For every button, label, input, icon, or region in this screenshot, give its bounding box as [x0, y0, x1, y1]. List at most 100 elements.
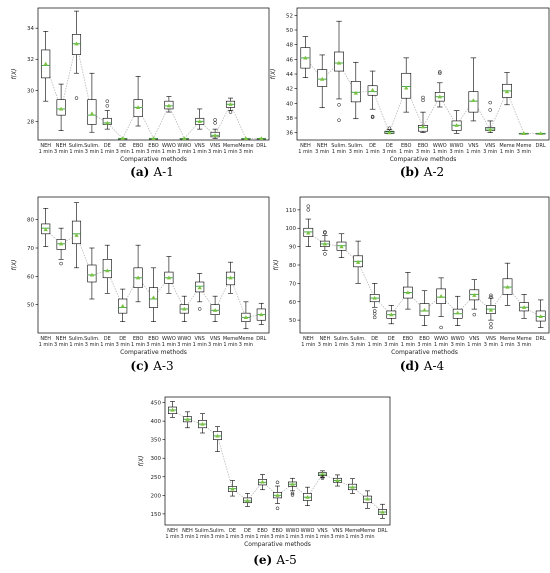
x-tick-label: EBO — [148, 143, 159, 149]
x-tick-label-line2: 1 min — [334, 342, 348, 348]
x-tick-label-line2: 3 min — [382, 149, 396, 155]
mean-marker — [228, 102, 233, 106]
x-tick-label-line2: 3 min — [208, 342, 222, 348]
mean-marker — [488, 127, 493, 132]
x-tick-label-line2: 3 min — [417, 342, 431, 348]
x-tick-label-line2: 1 min — [39, 149, 53, 155]
plot-frame — [37, 196, 270, 334]
y-tick-label: 90 — [289, 245, 296, 251]
x-tick-label: DE — [386, 143, 393, 149]
outlier-point — [320, 475, 325, 479]
outlier-point — [306, 204, 311, 208]
mean-marker — [105, 268, 110, 273]
mean-marker — [230, 486, 235, 491]
mean-marker — [197, 119, 202, 123]
mean-marker — [350, 484, 355, 489]
outlier-point — [213, 118, 217, 122]
mean-marker — [420, 124, 426, 129]
mean-marker — [58, 106, 64, 111]
mean-marker — [200, 421, 205, 426]
x-tick-label-line2: 3 min — [208, 149, 222, 155]
y-tick-label: 150 — [151, 512, 162, 518]
mean-marker — [521, 131, 526, 135]
x-tick-label-line2: 1 min — [39, 342, 53, 348]
x-tick-label-line2: 1 min — [195, 534, 209, 540]
y-tick-label: 110 — [286, 208, 297, 214]
outlier-point — [323, 231, 327, 235]
outlier-point — [105, 99, 110, 103]
caption-label: (e) — [253, 553, 276, 567]
outlier-point — [387, 126, 392, 131]
mean-marker — [521, 305, 527, 309]
caption-label: (a) — [130, 165, 153, 179]
x-tick-label: WWO — [433, 143, 447, 149]
x-tick-label-line2: 3 min — [177, 149, 191, 155]
y-tick-label: 50 — [289, 318, 296, 324]
x-tick-label: Sulim. — [334, 336, 350, 342]
x-tick-label-line2: 3 min — [318, 342, 332, 348]
mean-marker — [259, 312, 264, 317]
mean-marker — [151, 136, 156, 141]
box-15: DRL — [256, 136, 267, 149]
x-tick-label: Meme — [500, 336, 515, 342]
plot-frame — [164, 396, 391, 526]
x-tick-label: EBO — [257, 528, 268, 534]
mean-marker — [488, 307, 494, 312]
y-tick-label: 36 — [286, 131, 293, 137]
x-tick-label-line2: 1 min — [255, 534, 269, 540]
x-tick-label: NEH — [317, 143, 328, 149]
box-6: DE3 min — [116, 288, 130, 348]
caption-label: (b) — [400, 165, 424, 179]
x-tick-label: VNS — [332, 528, 342, 534]
x-tick-label: Sulim. — [210, 528, 226, 534]
y-tick-label: 100 — [286, 226, 297, 232]
y-axis-label: f(X) — [273, 260, 280, 271]
mean-marker — [212, 308, 218, 312]
x-tick-label-line2: 3 min — [239, 149, 253, 155]
outlier-point — [337, 103, 341, 107]
x-tick-label: EBO — [418, 143, 429, 149]
x-tick-label: DE — [369, 143, 376, 149]
x-tick-label-line2: 3 min — [300, 534, 314, 540]
mean-marker — [422, 307, 427, 312]
mean-marker — [355, 260, 361, 264]
y-tick-label: 30 — [27, 88, 34, 94]
outlier-point — [489, 322, 493, 326]
outlier-point — [105, 104, 110, 108]
mean-marker — [259, 136, 264, 141]
x-tick-label: Meme — [516, 336, 531, 342]
x-tick-label-line2: 1 min — [467, 342, 481, 348]
mean-marker — [454, 123, 459, 127]
x-tick-label: EBO — [419, 336, 430, 342]
y-tick-label: 350 — [151, 438, 162, 444]
x-tick-label: DRL — [256, 336, 266, 342]
mean-marker — [320, 471, 325, 476]
x-tick-label: EBO — [148, 336, 159, 342]
x-axis-label: Comparative methods — [391, 349, 458, 356]
mean-marker — [182, 136, 187, 141]
x-tick-label: Meme — [238, 143, 253, 149]
y-tick-label: 50 — [27, 303, 34, 309]
box-4: Sulim.3 min — [84, 247, 100, 348]
y-tick-label: 60 — [289, 300, 296, 306]
x-tick-label-line2: 3 min — [239, 342, 253, 348]
outlier-point — [472, 312, 477, 317]
x-tick-label: NEH — [167, 528, 178, 534]
outlier-point — [439, 325, 443, 330]
mean-marker — [170, 407, 175, 412]
